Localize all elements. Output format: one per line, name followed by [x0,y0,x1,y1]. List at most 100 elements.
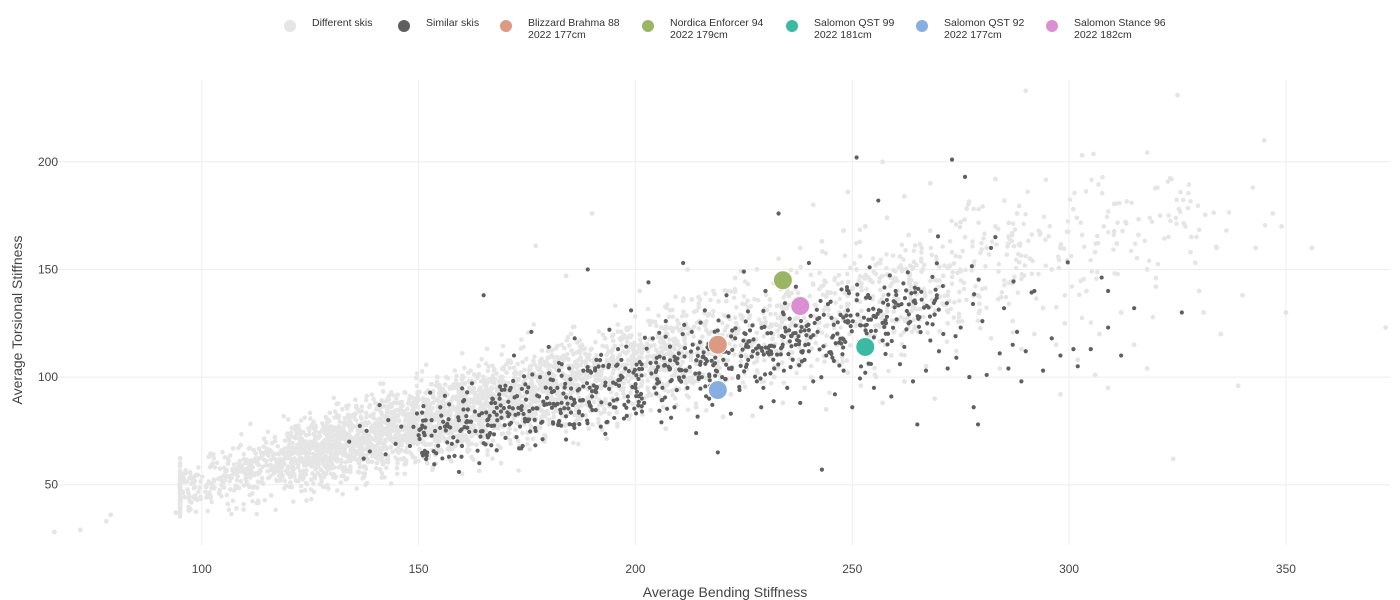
different-ski-point[interactable] [217,466,223,472]
different-ski-point[interactable] [409,394,414,400]
different-ski-point[interactable] [469,454,474,460]
different-ski-point[interactable] [921,286,927,292]
different-ski-point[interactable] [315,464,321,469]
different-ski-point[interactable] [754,267,760,272]
different-ski-point[interactable] [1111,232,1117,238]
similar-ski-point[interactable] [904,288,909,293]
different-ski-point[interactable] [1068,253,1074,259]
different-ski-point[interactable] [575,357,581,363]
different-ski-point[interactable] [388,444,394,450]
different-ski-point[interactable] [652,342,657,348]
similar-ski-point[interactable] [478,429,484,434]
different-ski-point[interactable] [491,405,496,410]
different-ski-point[interactable] [384,457,390,462]
different-ski-point[interactable] [268,493,274,498]
similar-ski-point[interactable] [621,416,627,421]
different-ski-point[interactable] [326,486,331,491]
different-ski-point[interactable] [673,372,679,378]
different-ski-point[interactable] [516,468,521,473]
different-ski-point[interactable] [857,254,863,259]
similar-ski-point[interactable] [763,288,768,294]
similar-ski-point[interactable] [790,357,795,362]
different-ski-point[interactable] [388,481,394,486]
similar-ski-point[interactable] [739,353,744,359]
different-ski-point[interactable] [428,382,434,387]
similar-ski-point[interactable] [563,437,569,442]
different-ski-point[interactable] [482,400,487,406]
different-ski-point[interactable] [77,527,83,533]
different-ski-point[interactable] [1001,278,1007,283]
different-ski-point[interactable] [884,215,890,221]
different-ski-point[interactable] [259,475,265,481]
similar-ski-point[interactable] [720,374,725,380]
different-ski-point[interactable] [779,319,785,325]
similar-ski-point[interactable] [1019,379,1024,384]
different-ski-point[interactable] [890,279,896,285]
similar-ski-point[interactable] [787,339,792,344]
similar-ski-point[interactable] [811,379,816,384]
different-ski-point[interactable] [720,320,725,326]
similar-ski-point[interactable] [925,321,930,326]
different-ski-point[interactable] [1131,342,1137,348]
different-ski-point[interactable] [314,447,320,453]
different-ski-point[interactable] [427,401,433,407]
similar-ski-point[interactable] [675,361,680,366]
different-ski-point[interactable] [1174,197,1179,203]
different-ski-point[interactable] [773,349,779,354]
different-ski-point[interactable] [362,464,368,469]
different-ski-point[interactable] [620,349,626,354]
different-ski-point[interactable] [312,476,318,481]
different-ski-point[interactable] [288,480,293,485]
similar-ski-point[interactable] [1106,288,1111,294]
different-ski-point[interactable] [531,358,536,364]
different-ski-point[interactable] [288,430,294,436]
different-ski-point[interactable] [724,298,729,304]
different-ski-point[interactable] [254,500,260,506]
different-ski-point[interactable] [731,352,737,357]
different-ski-point[interactable] [290,445,295,451]
similar-ski-point[interactable] [936,307,941,312]
similar-ski-point[interactable] [815,329,820,334]
similar-ski-point[interactable] [913,290,918,295]
similar-ski-point[interactable] [824,353,829,358]
different-ski-point[interactable] [1015,290,1021,296]
different-ski-point[interactable] [945,265,951,271]
different-ski-point[interactable] [1142,238,1147,244]
different-ski-point[interactable] [539,348,545,353]
similar-ski-point[interactable] [803,342,808,348]
different-ski-point[interactable] [1015,251,1021,257]
similar-ski-point[interactable] [846,291,852,296]
different-ski-point[interactable] [681,371,686,376]
similar-ski-point[interactable] [887,273,892,278]
similar-ski-point[interactable] [442,424,448,429]
different-ski-point[interactable] [507,426,512,431]
different-ski-point[interactable] [776,256,781,262]
different-ski-point[interactable] [1091,151,1096,157]
different-ski-point[interactable] [471,372,477,377]
different-ski-point[interactable] [407,400,412,406]
similar-ski-point[interactable] [484,410,489,415]
similar-ski-point[interactable] [523,382,528,387]
similar-ski-point[interactable] [424,457,429,462]
different-ski-point[interactable] [957,289,962,295]
similar-ski-point[interactable] [563,381,568,386]
different-ski-point[interactable] [227,453,233,458]
different-ski-point[interactable] [909,329,915,335]
different-ski-point[interactable] [303,480,309,486]
similar-ski-point[interactable] [630,384,635,390]
similar-ski-point[interactable] [687,364,692,370]
similar-ski-point[interactable] [449,441,454,446]
similar-ski-point[interactable] [490,396,495,402]
different-ski-point[interactable] [401,412,406,417]
different-ski-point[interactable] [402,471,408,477]
different-ski-point[interactable] [546,381,551,386]
different-ski-point[interactable] [1129,200,1134,206]
different-ski-point[interactable] [884,309,890,314]
different-ski-point[interactable] [300,429,306,435]
similar-ski-point[interactable] [510,406,515,411]
different-ski-point[interactable] [749,343,754,349]
different-ski-point[interactable] [476,363,481,369]
different-ski-point[interactable] [374,452,379,457]
similar-ski-point[interactable] [919,297,924,302]
similar-ski-point[interactable] [831,358,837,364]
